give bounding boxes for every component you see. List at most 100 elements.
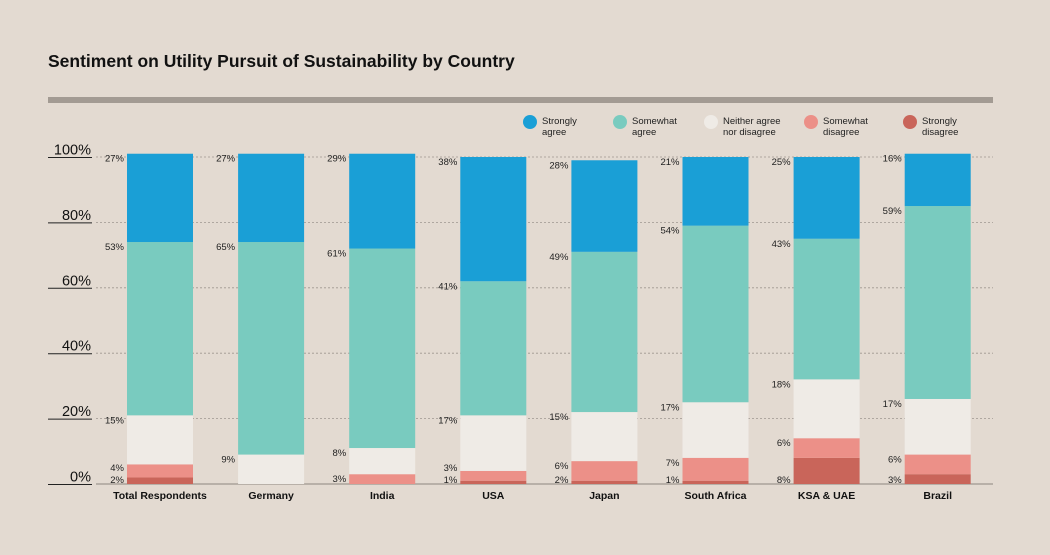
data-label: 54% <box>660 226 680 237</box>
legend-label: Somewhat <box>632 116 677 127</box>
data-label: 7% <box>666 458 680 469</box>
bar-segment <box>127 415 193 465</box>
x-tick-label: Japan <box>589 490 619 502</box>
data-label: 9% <box>221 455 235 466</box>
y-tick-label: 60% <box>62 273 91 289</box>
data-label: 38% <box>438 157 458 168</box>
data-label: 4% <box>110 463 124 474</box>
bar-segment <box>349 248 416 449</box>
title-divider <box>48 97 993 103</box>
data-label: 27% <box>216 154 236 165</box>
bar-segment <box>238 242 305 455</box>
bar-segment <box>571 251 638 413</box>
data-label: 17% <box>438 415 458 426</box>
data-label: 28% <box>549 160 569 171</box>
data-label: 2% <box>555 475 569 486</box>
bar-segment <box>793 457 860 484</box>
chart-title: Sentiment on Utility Pursuit of Sustaina… <box>48 51 515 71</box>
data-label: 1% <box>444 475 458 486</box>
bar-segment <box>460 470 527 481</box>
y-tick-label: 100% <box>54 143 91 159</box>
bar-segment <box>460 480 527 484</box>
bar-segment <box>127 464 193 478</box>
legend-label: Neither agree <box>723 116 781 127</box>
data-label: 8% <box>332 448 346 459</box>
y-tick-label: 0% <box>70 470 91 486</box>
data-label: 21% <box>660 157 680 168</box>
data-label: 3% <box>444 463 458 474</box>
data-label: 3% <box>332 474 346 485</box>
x-axis: Total Respondents Germany India USA Japan Sou… <box>113 490 952 502</box>
bar-segment <box>127 477 193 484</box>
bar-segment <box>349 474 416 484</box>
x-tick-label: USA <box>482 490 505 502</box>
legend-label: agree <box>632 127 656 138</box>
data-label: 59% <box>883 206 903 217</box>
bar-segment <box>127 153 193 243</box>
bar-segment <box>571 480 638 484</box>
bar-segment <box>793 157 860 239</box>
bar-segment <box>904 398 971 455</box>
bar-segment <box>904 474 971 484</box>
bars <box>127 153 971 484</box>
bar-segment <box>682 402 749 458</box>
data-label: 2% <box>110 475 124 486</box>
y-axis: 0% 20% 40% 60% 80% 100% <box>48 143 92 486</box>
bar-segment <box>793 379 860 439</box>
y-tick-label: 20% <box>62 404 91 420</box>
data-label: 49% <box>549 252 569 263</box>
bar-segment <box>793 438 860 458</box>
bar-segment <box>904 153 971 207</box>
bar-segment <box>571 160 638 252</box>
bar-segment <box>571 412 638 462</box>
data-label: 25% <box>772 157 792 168</box>
bar-segment <box>349 153 416 249</box>
data-label: 18% <box>772 379 792 390</box>
legend-label: nor disagree <box>723 127 776 138</box>
legend-swatch <box>704 115 718 129</box>
y-tick-label: 80% <box>62 208 91 224</box>
data-label: 41% <box>438 281 458 292</box>
legend-swatch <box>523 115 537 129</box>
data-label: 16% <box>883 154 903 165</box>
data-label: 53% <box>105 242 125 253</box>
legend-label: agree <box>542 127 566 138</box>
bar-segment <box>682 157 749 226</box>
data-label: 17% <box>883 399 903 410</box>
bar-segment <box>904 206 971 399</box>
bar-segment <box>682 480 749 484</box>
bar-segment <box>127 242 193 416</box>
legend-swatch <box>613 115 627 129</box>
x-tick-label: India <box>370 490 395 502</box>
data-label: 6% <box>555 461 569 472</box>
data-labels: 2%4%15%53%27%9%65%27%3%8%61%29%1%3%17%41… <box>105 154 902 486</box>
legend-label: Strongly <box>542 116 577 127</box>
data-label: 6% <box>888 455 902 466</box>
bar-segment <box>238 454 305 484</box>
x-tick-label: Brazil <box>923 490 952 502</box>
data-label: 17% <box>660 402 680 413</box>
legend-swatch <box>903 115 917 129</box>
legend-swatch <box>804 115 818 129</box>
x-tick-label: KSA & UAE <box>798 490 855 502</box>
data-label: 15% <box>549 412 569 423</box>
data-label: 15% <box>105 415 125 426</box>
bar-segment <box>349 448 416 475</box>
legend-label: Somewhat <box>823 116 868 127</box>
y-tick-label: 40% <box>62 339 91 355</box>
bar-segment <box>793 238 860 380</box>
legend-label: disagree <box>922 127 958 138</box>
bar-segment <box>571 461 638 481</box>
data-label: 8% <box>777 475 791 486</box>
x-tick-label: South Africa <box>684 490 746 502</box>
bar-segment <box>238 153 305 243</box>
data-label: 1% <box>666 475 680 486</box>
x-tick-label: Total Respondents <box>113 490 207 502</box>
data-label: 29% <box>327 154 347 165</box>
data-label: 43% <box>772 239 792 250</box>
data-label: 27% <box>105 154 125 165</box>
data-label: 65% <box>216 242 236 253</box>
